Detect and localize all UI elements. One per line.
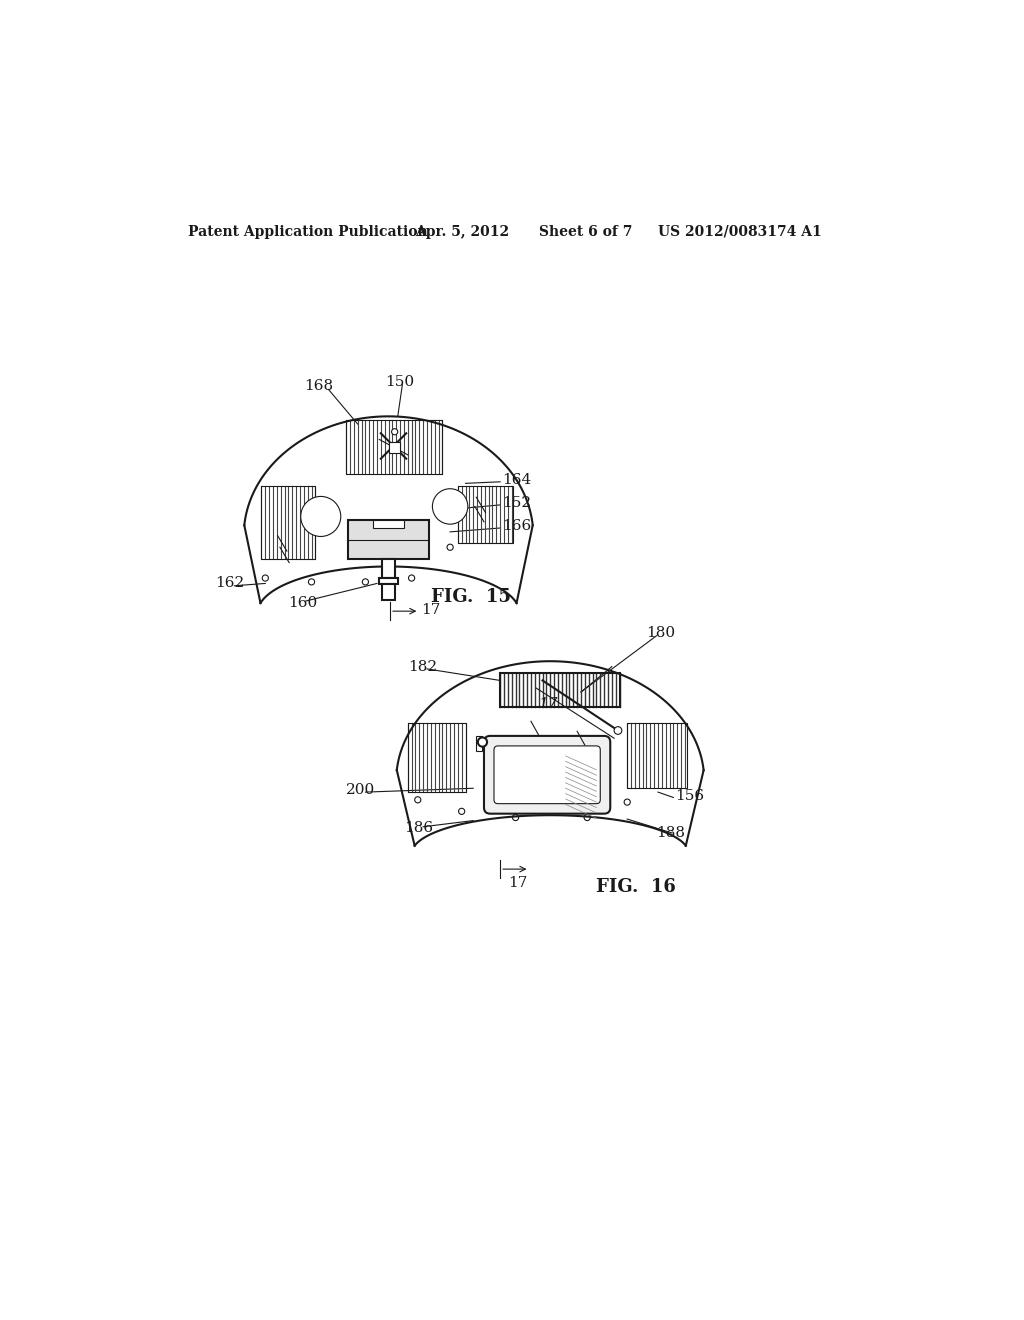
Text: 168: 168 <box>304 379 333 392</box>
Bar <box>458 486 513 544</box>
FancyBboxPatch shape <box>494 746 600 804</box>
Bar <box>261 486 315 558</box>
Text: 164: 164 <box>503 474 531 487</box>
Text: Patent Application Publication: Patent Application Publication <box>188 224 428 239</box>
Text: 186: 186 <box>403 821 433 836</box>
Text: 156: 156 <box>675 789 705 803</box>
Text: 188: 188 <box>656 826 685 840</box>
Bar <box>346 420 442 474</box>
Bar <box>348 520 429 558</box>
Bar <box>382 585 394 599</box>
Bar <box>373 520 403 528</box>
Text: FIG.  16: FIG. 16 <box>596 878 676 896</box>
Text: 152: 152 <box>503 496 531 511</box>
Ellipse shape <box>301 496 341 536</box>
Text: 150: 150 <box>385 375 414 388</box>
Ellipse shape <box>391 429 397 434</box>
Text: 17: 17 <box>539 697 558 710</box>
Text: 160: 160 <box>289 597 317 610</box>
Text: Sheet 6 of 7: Sheet 6 of 7 <box>539 224 632 239</box>
Ellipse shape <box>432 488 468 524</box>
Text: 182: 182 <box>408 660 437 673</box>
Bar <box>382 558 394 578</box>
Ellipse shape <box>614 726 622 734</box>
Bar <box>500 673 620 708</box>
Text: 17: 17 <box>508 876 527 890</box>
Text: 17: 17 <box>421 603 440 616</box>
Text: 162: 162 <box>215 577 245 590</box>
Bar <box>628 723 687 788</box>
Bar <box>389 442 400 453</box>
Text: 180: 180 <box>646 626 676 640</box>
Bar <box>408 723 466 792</box>
FancyBboxPatch shape <box>484 737 610 813</box>
Text: 166: 166 <box>503 520 531 533</box>
Bar <box>379 578 397 585</box>
Text: US 2012/0083174 A1: US 2012/0083174 A1 <box>658 224 821 239</box>
Text: Apr. 5, 2012: Apr. 5, 2012 <box>416 224 510 239</box>
Text: 200: 200 <box>346 783 376 797</box>
Text: FIG.  15: FIG. 15 <box>431 589 511 606</box>
Ellipse shape <box>478 738 487 747</box>
Bar <box>476 737 482 751</box>
